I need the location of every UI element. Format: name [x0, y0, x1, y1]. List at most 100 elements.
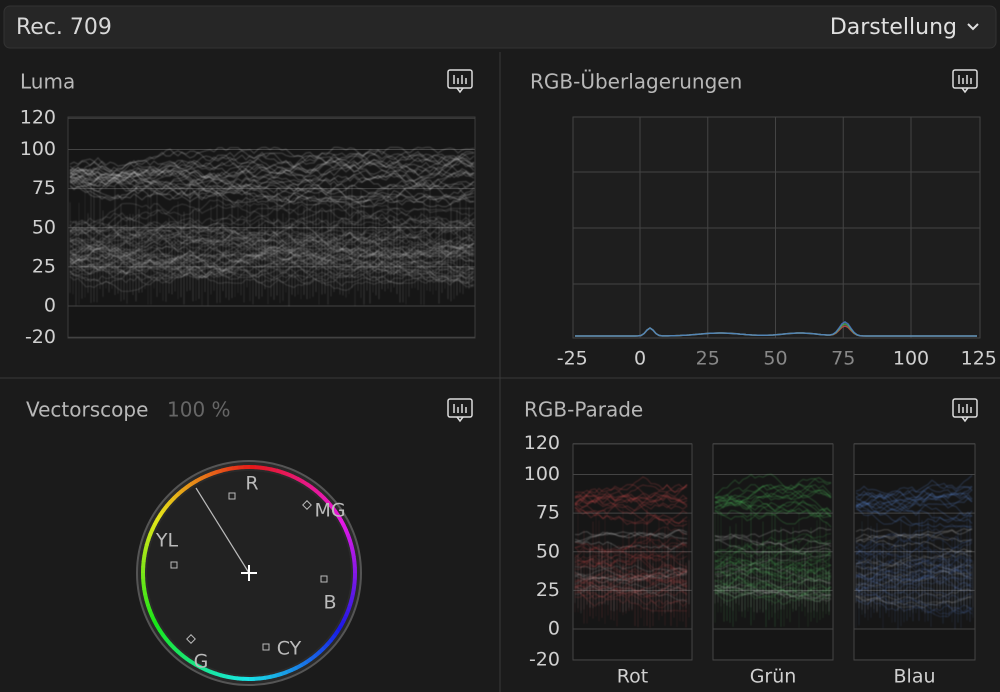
trace-line — [855, 489, 973, 509]
trace-line — [855, 542, 973, 564]
scale-label: 25 — [696, 348, 720, 370]
crosshair — [241, 565, 257, 581]
trace-line — [69, 224, 475, 259]
trace-line — [714, 570, 832, 589]
hue-ring — [236, 676, 244, 681]
hue-ring — [345, 605, 352, 613]
hue-ring — [199, 473, 208, 481]
trace-line — [714, 579, 832, 597]
hue-ring — [347, 599, 354, 608]
icon-frame[interactable] — [952, 69, 978, 89]
trace-line — [69, 155, 475, 182]
hue-ring — [146, 533, 153, 541]
trace-line — [855, 595, 973, 606]
waveform-trace — [69, 146, 475, 306]
hue-ring — [265, 466, 273, 472]
scope-settings-button[interactable] — [447, 69, 473, 94]
trace-line — [69, 197, 475, 232]
trace-line — [574, 484, 688, 517]
vectorscope-zoom: 100 % — [167, 398, 231, 422]
trace-line — [855, 503, 972, 528]
hue-ring — [350, 589, 356, 597]
icon-tail[interactable] — [456, 416, 464, 423]
trace-line — [574, 489, 688, 504]
trace-line — [69, 169, 475, 198]
hue-ring — [286, 472, 294, 479]
target-label: R — [245, 473, 258, 495]
hue-ring — [291, 474, 299, 481]
trace-line — [855, 575, 973, 593]
hue-ring — [142, 549, 148, 557]
scale-label: 100 — [20, 138, 56, 160]
target-box — [320, 575, 328, 583]
trace-line — [714, 486, 832, 503]
hue-ring — [343, 610, 350, 618]
trace-line — [855, 569, 973, 587]
chevron[interactable] — [967, 23, 979, 31]
hue-ring — [347, 539, 354, 547]
trace-line — [855, 537, 973, 562]
hue-ring — [143, 544, 149, 552]
waveform-trace — [855, 527, 974, 614]
scale-label: -20 — [529, 648, 560, 670]
hue-ring — [264, 674, 272, 680]
target-label: YL — [155, 530, 179, 552]
icon-tail[interactable] — [961, 416, 969, 423]
trace-line — [855, 584, 973, 602]
view-menu-label[interactable]: Darstellung — [830, 15, 957, 40]
trace-line — [714, 551, 832, 571]
trace-line — [69, 178, 475, 208]
hue-ring — [346, 534, 353, 542]
trace-line — [69, 174, 475, 203]
trace-line — [574, 495, 688, 521]
hue-ring — [341, 523, 349, 532]
icon-tail[interactable] — [961, 87, 969, 94]
target-label: MG — [314, 500, 345, 522]
icon-frame[interactable] — [447, 398, 473, 418]
hue-ring — [141, 582, 147, 590]
scope-settings-button[interactable] — [447, 398, 473, 423]
hue-ring — [254, 465, 262, 470]
scale-label: 25 — [32, 255, 56, 277]
target-box — [228, 492, 236, 500]
hue-ring — [144, 599, 151, 607]
icon-frame[interactable] — [952, 398, 978, 418]
trace-line — [69, 252, 475, 280]
scale-label: 50 — [763, 348, 787, 370]
vectorscope-title: Vectorscope — [26, 398, 148, 422]
scope-settings-button[interactable] — [952, 398, 978, 423]
view-menu[interactable]: Darstellung — [830, 15, 979, 40]
target-label: B — [323, 592, 336, 614]
trace-line — [69, 221, 475, 258]
scope-settings-button[interactable] — [952, 69, 978, 94]
trace-line — [574, 493, 688, 512]
trace-line — [855, 527, 973, 538]
hue-ring — [258, 675, 266, 681]
trace-line — [69, 149, 475, 191]
overlay-trace — [575, 321, 977, 337]
trace-line — [855, 569, 973, 580]
trace-line — [714, 533, 832, 546]
hue-ring — [152, 518, 160, 526]
trace-line — [69, 170, 475, 194]
trace-line — [714, 533, 832, 562]
waveform-trace — [574, 528, 690, 614]
trace-line — [574, 528, 688, 543]
trace-line — [69, 202, 475, 230]
scale-label: 100 — [524, 463, 560, 485]
trace-line — [574, 483, 688, 506]
hue-ring — [349, 594, 355, 602]
icon-frame[interactable] — [447, 69, 473, 89]
trace-line — [855, 585, 973, 615]
trace-line — [714, 473, 832, 497]
hue-ring — [147, 609, 154, 617]
trace-line — [69, 152, 475, 188]
trace-line — [855, 486, 973, 510]
trace-line — [714, 550, 832, 571]
hue-ring — [269, 673, 277, 679]
trace-line — [69, 229, 475, 275]
scopes: 120 100 75 50 25 0 -20 -25 0 25 50 75 100 125 R MG B CY G Y… — [20, 69, 997, 688]
icon-tail[interactable] — [456, 87, 464, 94]
trace-line — [714, 550, 832, 569]
trace-line — [69, 239, 475, 288]
